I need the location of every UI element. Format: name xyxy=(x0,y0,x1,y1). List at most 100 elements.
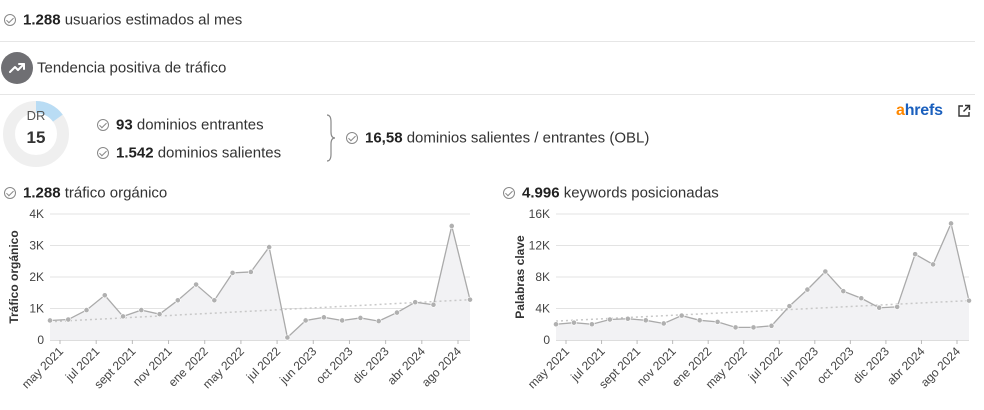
check-circle-icon xyxy=(97,146,109,159)
x-tick-label: may 2021 xyxy=(525,344,572,391)
trend-row xyxy=(0,42,975,95)
x-tick-label: oct 2023 xyxy=(313,344,356,387)
keywords-header-label: keywords posicionadas xyxy=(563,184,719,202)
data-point xyxy=(120,313,126,320)
data-point xyxy=(840,288,847,295)
data-point xyxy=(732,324,739,331)
obl-label: dominios salientes / entrantes (OBL) xyxy=(406,129,650,147)
y-tick-label: 1K xyxy=(29,302,44,316)
data-point xyxy=(894,304,901,310)
series-line xyxy=(49,225,471,339)
data-point xyxy=(339,317,346,324)
outgoing-domains: 1.542 dominios salientes xyxy=(97,144,281,162)
external-link-icon[interactable] xyxy=(957,104,971,118)
check-circle-icon xyxy=(4,13,16,26)
data-point xyxy=(321,314,327,321)
data-point xyxy=(553,321,559,328)
ahrefs-logo-a: a xyxy=(896,102,905,119)
keywords-header-value: 4.996 xyxy=(522,184,560,202)
data-point xyxy=(448,223,455,229)
series-line xyxy=(555,221,970,329)
data-point xyxy=(193,281,199,288)
data-point xyxy=(786,303,793,310)
data-point xyxy=(467,296,473,303)
x-tick-label: jun 2023 xyxy=(276,344,319,387)
ahrefs-logo-rest: hrefs xyxy=(904,102,943,119)
data-point xyxy=(930,261,936,268)
x-tick-label: may 2021 xyxy=(19,344,66,391)
y-tick-label: 16K xyxy=(529,207,550,221)
data-point xyxy=(804,286,811,293)
data-point xyxy=(65,316,72,323)
incoming-domains: 93 dominios entrantes xyxy=(97,116,264,134)
users-label: usuarios estimados al mes xyxy=(64,11,243,29)
data-point xyxy=(876,304,883,311)
traffic-header-value: 1.288 xyxy=(23,184,61,202)
outgoing-label: dominios salientes xyxy=(157,144,282,162)
data-point xyxy=(948,220,954,227)
incoming-value: 93 xyxy=(116,116,133,134)
traffic-header-label: tráfico orgánico xyxy=(64,184,168,202)
data-point xyxy=(589,321,595,328)
trend-line xyxy=(49,298,471,323)
data-point xyxy=(266,244,273,250)
data-point xyxy=(750,324,757,331)
y-tick-label: 2K xyxy=(29,270,44,284)
data-point xyxy=(174,297,181,304)
series-area xyxy=(556,223,969,340)
data-point xyxy=(375,318,382,324)
users-row: 1.288 usuarios estimados al mes xyxy=(0,0,975,42)
data-point xyxy=(768,322,775,329)
data-point xyxy=(822,268,829,275)
data-point xyxy=(284,334,291,341)
y-tick-label: 4K xyxy=(29,207,44,221)
ahrefs-logo[interactable]: ahrefs xyxy=(896,102,943,120)
data-point xyxy=(858,295,865,302)
data-point xyxy=(571,319,577,326)
data-point xyxy=(430,301,437,308)
y-tick-label: 4K xyxy=(535,302,550,316)
dr-gauge: DR 15 xyxy=(3,101,69,167)
y-axis-label: Palabras clave xyxy=(513,235,527,319)
dr-value: 15 xyxy=(27,128,46,147)
data-point xyxy=(912,251,919,258)
x-tick-label: ago 2024 xyxy=(419,344,465,390)
data-point xyxy=(394,309,400,316)
data-point xyxy=(660,320,667,327)
trend-line xyxy=(555,299,970,322)
check-circle-icon xyxy=(4,186,16,199)
data-point xyxy=(302,317,309,324)
incoming-label: dominios entrantes xyxy=(136,116,264,134)
y-tick-label: 0 xyxy=(37,333,44,347)
obl-stat: 16,58 dominios salientes / entrantes (OB… xyxy=(346,129,649,147)
data-point xyxy=(156,311,163,318)
x-tick-label: ago 2024 xyxy=(918,344,964,390)
x-tick-label: jun 2023 xyxy=(778,344,821,387)
y-axis-label: Tráfico orgánico xyxy=(7,230,21,323)
check-circle-icon xyxy=(97,118,109,131)
keywords-chart-header: 4.996 keywords posicionadas xyxy=(503,184,719,202)
y-tick-label: 12K xyxy=(529,239,550,253)
data-point xyxy=(642,317,649,324)
data-point xyxy=(606,316,613,323)
dr-arc xyxy=(35,101,63,123)
dr-label: DR xyxy=(27,108,46,123)
brace-divider xyxy=(326,114,336,162)
y-tick-label: 0 xyxy=(543,333,550,347)
data-point xyxy=(696,317,703,324)
traffic-chart-header: 1.288 tráfico orgánico xyxy=(4,184,167,202)
series-area xyxy=(50,225,470,340)
trend-text: Tendencia positiva de tráfico xyxy=(37,59,227,77)
obl-value: 16,58 xyxy=(365,129,403,147)
outgoing-value: 1.542 xyxy=(116,144,154,162)
data-point xyxy=(357,315,364,321)
check-circle-icon xyxy=(503,186,515,199)
data-point xyxy=(714,318,721,325)
users-stat: 1.288 usuarios estimados al mes xyxy=(4,11,242,29)
y-tick-label: 3K xyxy=(29,239,44,253)
y-tick-label: 8K xyxy=(535,270,550,284)
trend-label: Tendencia positiva de tráfico xyxy=(37,59,226,77)
data-point xyxy=(247,269,254,275)
